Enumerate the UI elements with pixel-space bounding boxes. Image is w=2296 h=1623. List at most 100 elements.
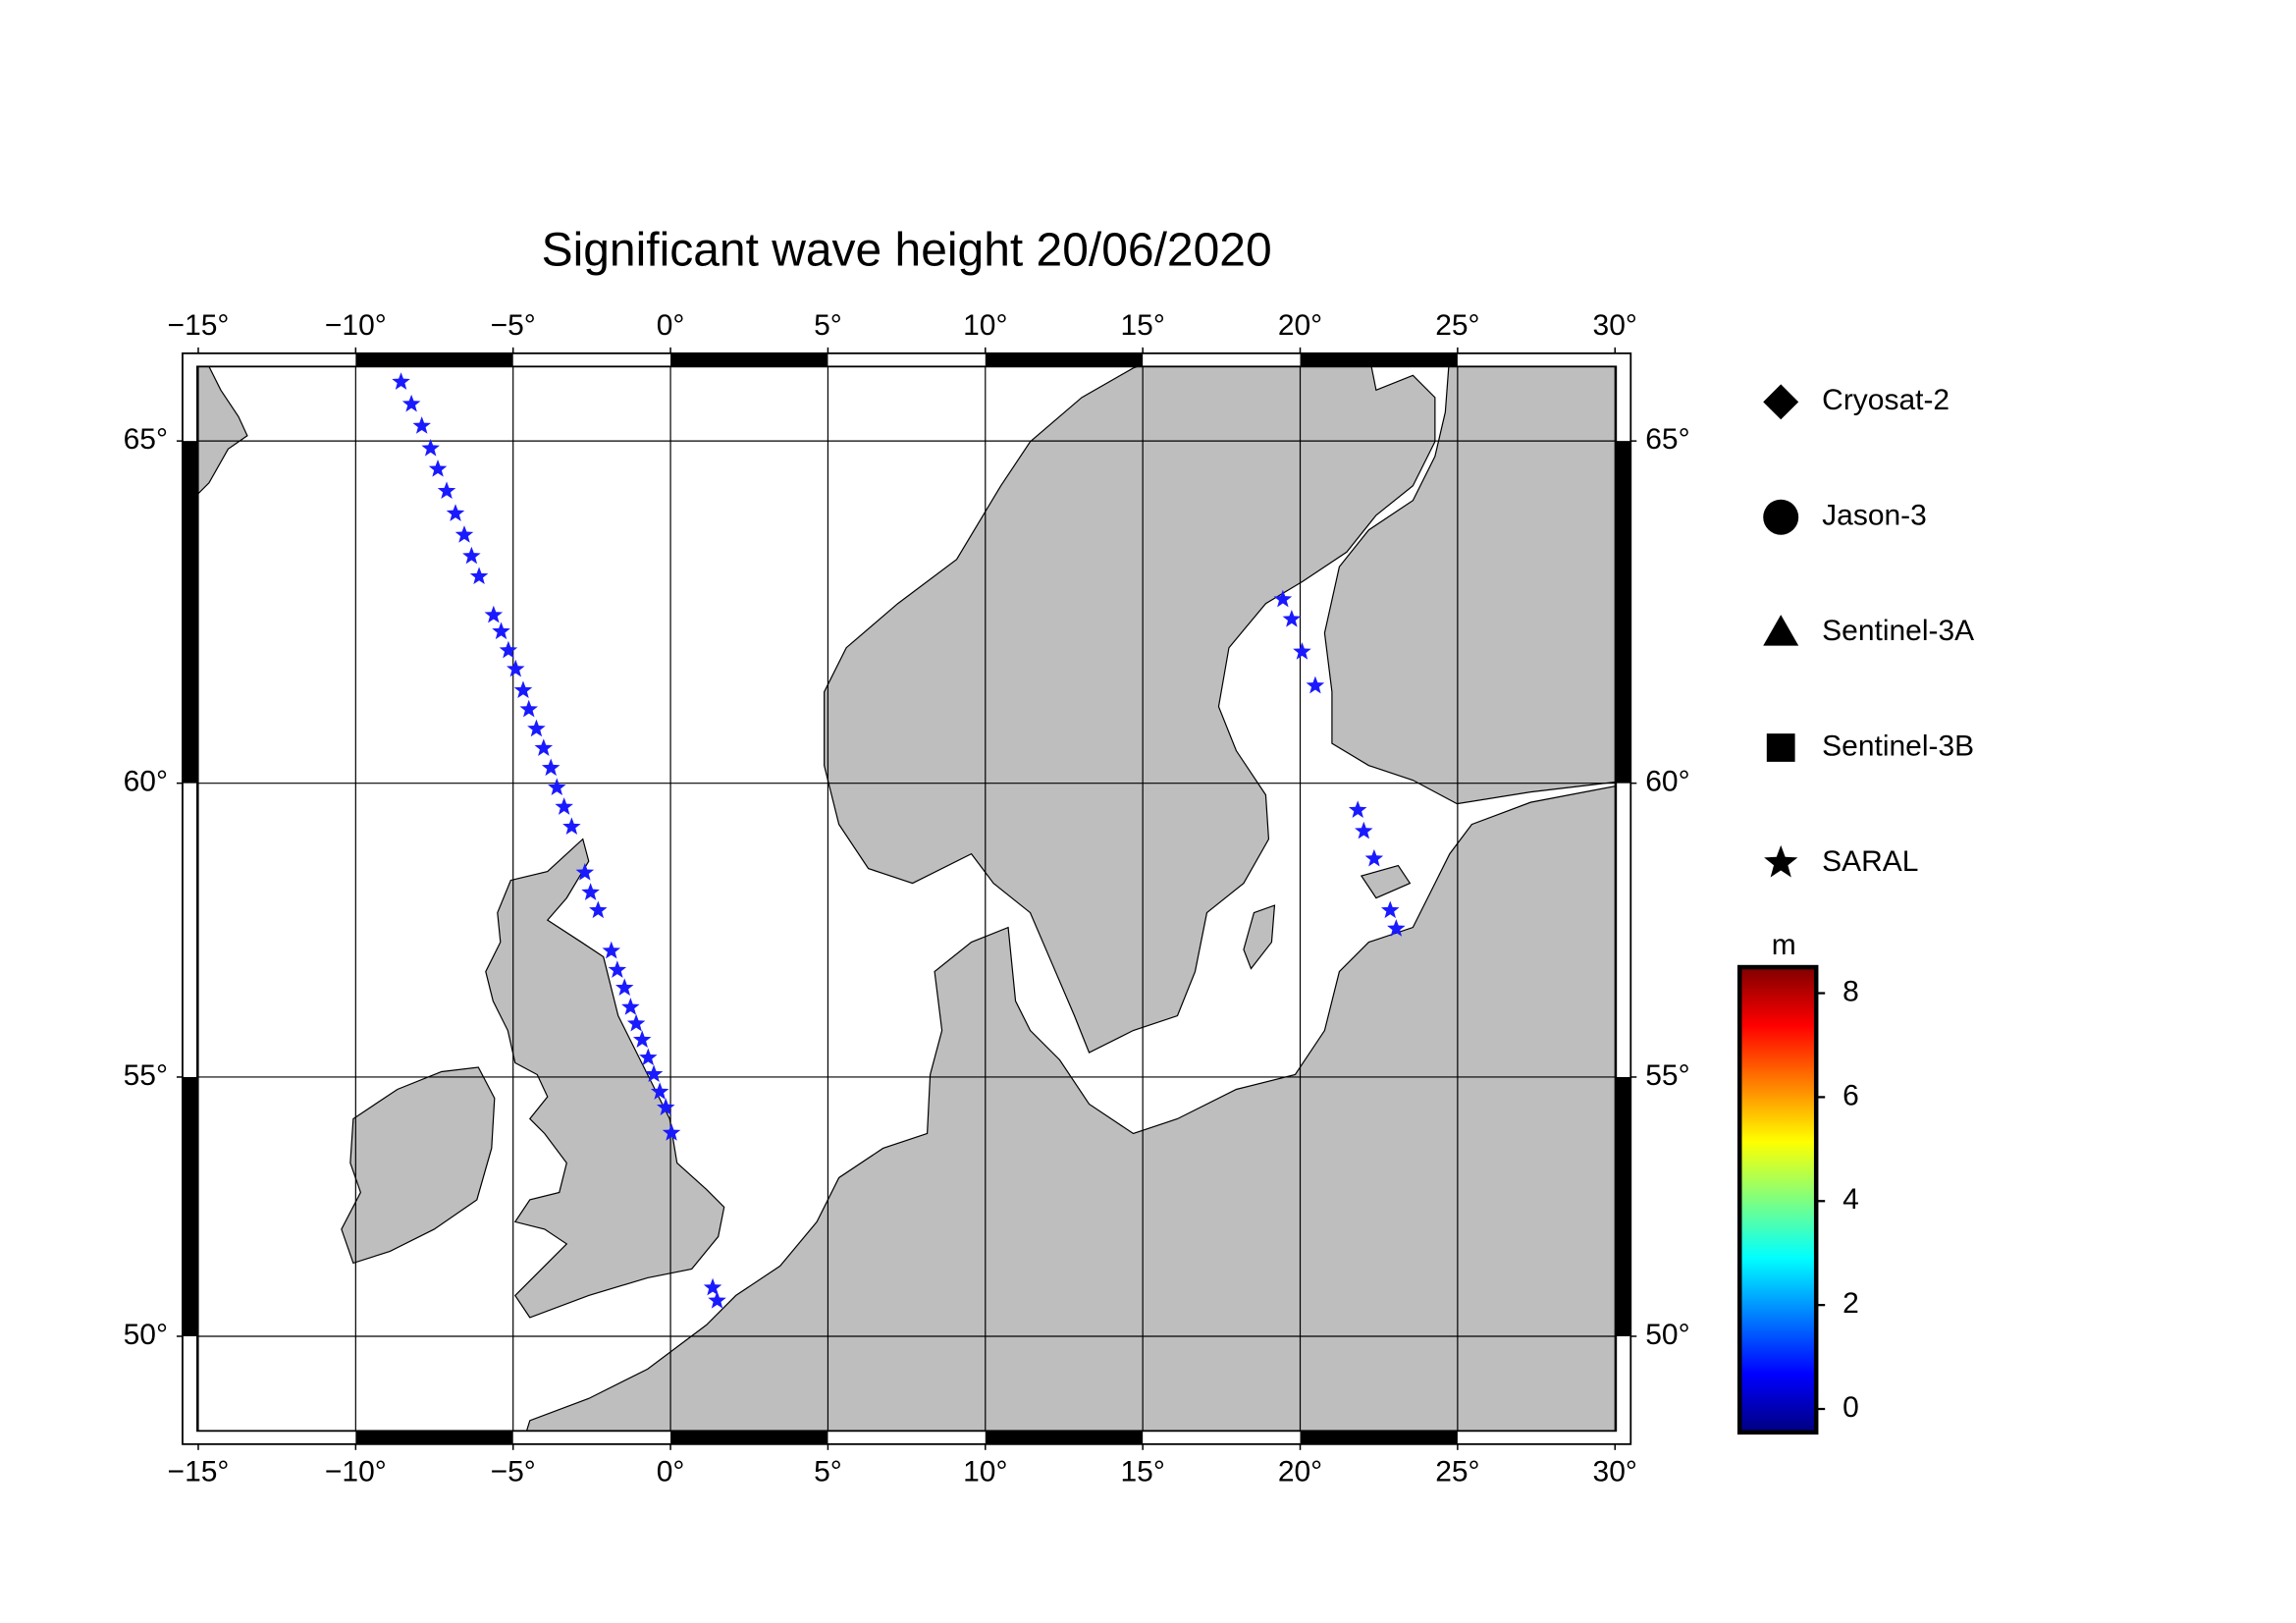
y-tick-label: 65° [124,423,168,456]
data-point [412,416,431,434]
legend-label: SARAL [1822,845,1918,878]
x-tick-label: 10° [963,1456,1007,1488]
data-point [589,900,608,919]
data-point [507,659,525,677]
data-point [614,978,634,997]
x-tick-label: 10° [963,309,1007,342]
data-point [469,567,489,585]
data-point [644,1064,664,1083]
data-point [401,394,421,412]
frame-bar [1616,1076,1631,1336]
legend: Cryosat-2 Jason-3 Sentinel-3A Sentinel-3B SA… [1763,384,1974,878]
x-tick-label: 15° [1120,309,1164,342]
colorbar-scale [1736,964,1819,1435]
iceland [196,366,248,496]
colorbar-tick-label: 8 [1842,975,1859,1007]
data-point [1387,919,1406,937]
frame: −15° −15° −10° −10° −5° −5° 0° 0° 5° 5° 10° 10° 15° 1… [124,309,1690,1488]
frame-inner [196,365,1618,1433]
data-point [621,998,640,1015]
data-point [602,941,621,959]
x-tick-label: 5° [814,309,842,342]
gotland [1243,904,1276,970]
data-point [1380,900,1400,919]
frame-bar [182,1076,197,1336]
legend-marker [1763,499,1799,535]
land [196,366,1617,1432]
data-point [1293,642,1311,660]
legend-label: Sentinel-3A [1822,615,1974,647]
y-tick-label: 65° [1645,423,1689,456]
y-tick-label: 50° [124,1319,168,1351]
colorbar-tick-label: 4 [1842,1183,1859,1216]
y-tick-label: 55° [1645,1059,1689,1092]
scandinavia [824,366,1436,1054]
chart-title: Significant wave height 20/06/2020 [542,225,1272,277]
frame-bar [670,352,828,367]
frame-bar [355,352,513,367]
data-point [548,778,566,796]
colorbar-label: m [1772,929,1796,961]
frame-bar [355,1431,513,1444]
x-tick-label: −5° [491,309,536,342]
frame-bar [985,352,1144,367]
x-tick-label: −15° [168,309,230,342]
data-point [608,960,627,978]
data-point [708,1291,726,1309]
saaremaa [1360,864,1412,899]
frame-bar [1616,441,1631,784]
data-point [484,605,504,623]
data-point [1273,589,1293,608]
data-point [703,1277,722,1296]
x-tick-label: 0° [657,1456,685,1488]
x-tick-label: 20° [1278,1456,1322,1488]
data-point [1348,800,1367,818]
legend-label: Sentinel-3B [1822,730,1974,762]
x-tick-label: 30° [1593,309,1637,342]
data-point [499,640,518,659]
graticule [196,366,1617,1432]
legend-marker [1763,384,1799,420]
data-point [1355,821,1373,839]
data-point [513,680,533,699]
continent [525,784,1617,1432]
y-tick-label: 60° [124,766,168,798]
x-tick-label: 25° [1435,1456,1479,1488]
data-point [581,883,600,900]
y-tick-label: 50° [1645,1319,1689,1351]
colorbar: m 0 2 4 6 8 [1736,929,1859,1435]
x-tick-label: −5° [491,1456,536,1488]
legend-label: Cryosat-2 [1822,384,1949,416]
frame-bar [1300,1431,1458,1444]
great-britain [485,838,725,1319]
x-tick-label: −15° [168,1456,230,1488]
data-point [562,817,581,836]
frame-bar [985,1431,1144,1444]
x-tick-label: 15° [1120,1456,1164,1488]
data-point [555,797,573,815]
y-tick-label: 55° [124,1059,168,1092]
data-point [662,1123,681,1141]
data-point [626,1013,646,1032]
data-point [1306,676,1325,694]
frame-outer [182,352,1632,1445]
data-point [575,863,595,881]
data-point [446,504,465,521]
data-point [392,372,410,390]
colorbar-tick-label: 0 [1842,1391,1859,1424]
data-point [421,438,440,457]
data-point [650,1082,669,1100]
data-point [656,1098,675,1115]
x-tick-label: 5° [814,1456,842,1488]
data-point [462,546,481,565]
frame-bar [1300,352,1458,367]
frame-bar [670,1431,828,1444]
finland [1323,366,1617,805]
data-point [437,481,456,500]
frame-bar [182,441,197,784]
legend-marker [1763,615,1799,646]
data-point [1364,848,1384,867]
colorbar-tick-label: 6 [1842,1079,1859,1111]
data-point [519,699,539,718]
